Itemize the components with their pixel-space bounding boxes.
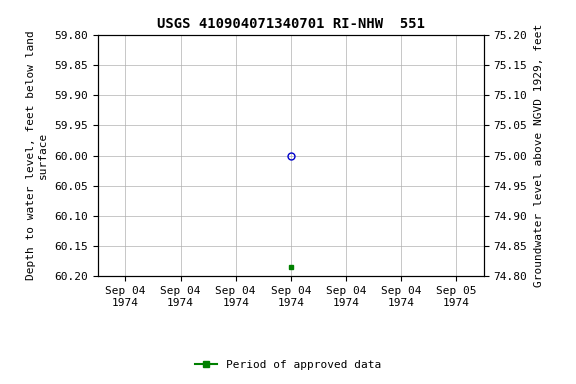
Y-axis label: Groundwater level above NGVD 1929, feet: Groundwater level above NGVD 1929, feet [535, 24, 544, 287]
Y-axis label: Depth to water level, feet below land
surface: Depth to water level, feet below land su… [26, 31, 47, 280]
Legend: Period of approved data: Period of approved data [191, 356, 385, 375]
Title: USGS 410904071340701 RI-NHW  551: USGS 410904071340701 RI-NHW 551 [157, 17, 425, 31]
